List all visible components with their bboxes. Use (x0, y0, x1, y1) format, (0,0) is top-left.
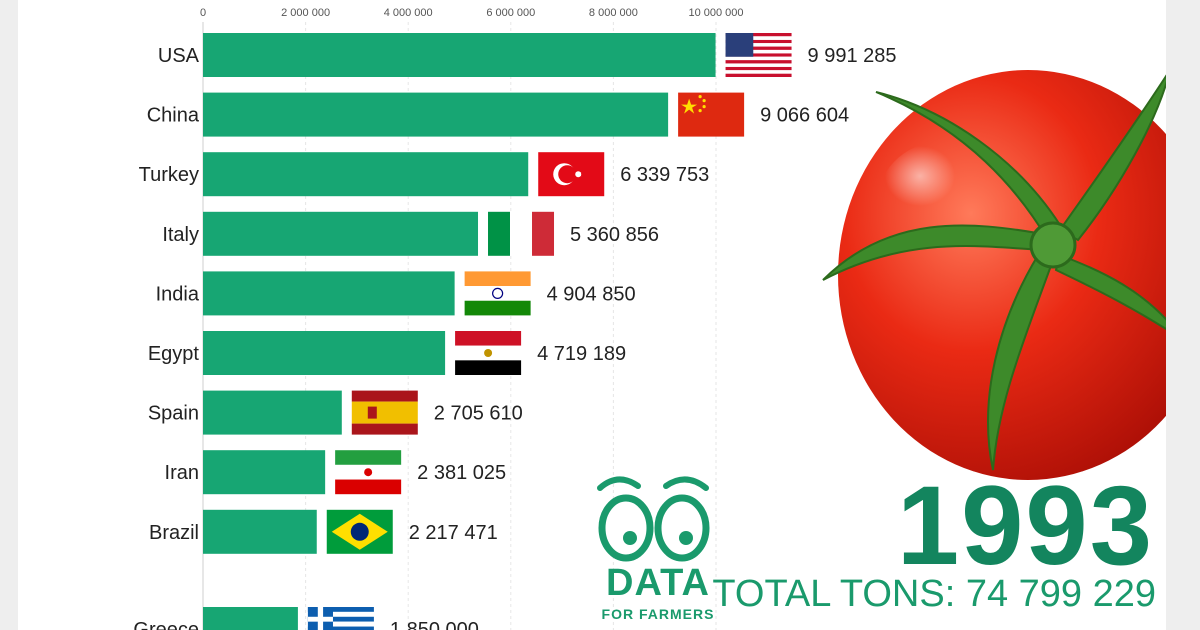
egypt-flag (455, 331, 522, 375)
bar-china (203, 92, 669, 137)
category-label: China (147, 105, 200, 127)
bar-brazil (203, 509, 317, 554)
bar-greece (203, 607, 298, 630)
value-label: 9 066 604 (760, 105, 849, 127)
category-label: Spain (148, 403, 199, 425)
tomato-image (822, 70, 1166, 480)
bar-egypt (203, 331, 446, 375)
value-label: 5 360 856 (570, 224, 659, 246)
greece-flag (307, 607, 374, 630)
bar-spain (203, 390, 342, 435)
china-flag (678, 92, 745, 137)
value-label: 1 850 000 (390, 619, 479, 630)
x-tick-label: 6 000 000 (486, 7, 535, 19)
value-label: 4 719 189 (537, 343, 626, 365)
category-label: Turkey (139, 164, 199, 186)
x-tick-label: 2 000 000 (281, 7, 330, 19)
italy-flag (488, 211, 555, 256)
chart-frame: 0 2 000 000 4 000 000 6 000 000 8 000 000 10 … (18, 0, 1166, 630)
value-label: 2 705 610 (434, 403, 523, 425)
category-label: India (156, 283, 200, 305)
total-tons-caption: TOTAL TONS: (712, 573, 966, 615)
bar-chart: 0 2 000 000 4 000 000 6 000 000 8 000 000 10 … (133, 7, 897, 630)
value-label: 6 339 753 (620, 164, 709, 186)
bar-india (203, 271, 455, 316)
total-tons-label: TOTAL TONS: 74 799 229 (712, 572, 1156, 616)
x-tick-label: 10 000 000 (688, 7, 743, 19)
bar-iran (203, 450, 326, 495)
category-label: Italy (162, 224, 199, 246)
category-label: Egypt (148, 343, 200, 365)
category-label: Iran (165, 462, 199, 484)
x-tick-label: 4 000 000 (384, 7, 433, 19)
value-label: 2 381 025 (417, 462, 506, 484)
spain-flag (351, 390, 418, 435)
logo-eyes-icon (597, 476, 710, 562)
bar-italy (203, 211, 479, 256)
total-tons-value: 74 799 229 (965, 573, 1156, 615)
data-for-farmers-logo: DATA FOR FARMERS (588, 470, 738, 630)
usa-flag (725, 33, 792, 77)
brazil-flag (326, 509, 393, 554)
turkey-flag (538, 152, 605, 197)
bar-usa (203, 33, 716, 77)
x-tick-label: 8 000 000 (589, 7, 638, 19)
value-label: 2 217 471 (409, 522, 498, 544)
iran-flag (335, 450, 402, 495)
india-flag (464, 271, 531, 316)
value-label: 9 991 285 (808, 45, 897, 67)
value-label: 4 904 850 (547, 283, 636, 305)
logo-text-data: DATA (606, 562, 710, 604)
category-label: Brazil (149, 522, 199, 544)
year-label: 1993 (896, 463, 1154, 588)
category-label: Greece (133, 619, 199, 630)
category-label: USA (158, 45, 200, 67)
logo-text-for-farmers: FOR FARMERS (601, 606, 715, 622)
bar-turkey (203, 152, 529, 197)
x-tick-label: 0 (200, 7, 206, 19)
